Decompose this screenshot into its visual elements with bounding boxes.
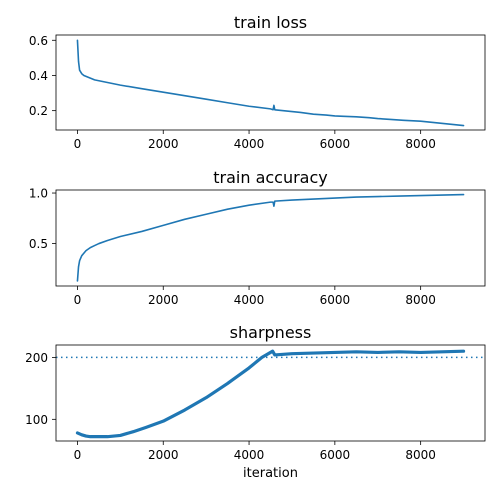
series-line-sharpness bbox=[75, 349, 466, 439]
panel-sharpness: sharpness 0 2000 4000 6000 8000 100 200 iteratio… bbox=[25, 323, 486, 481]
y-tick-label: 0.5 bbox=[29, 237, 48, 251]
panel-train-loss: train loss 0 2000 4000 6000 8000 0.2 0.4 0.6 bbox=[29, 13, 486, 151]
x-tick-label: 2000 bbox=[148, 137, 179, 151]
series-line-train-accuracy bbox=[76, 193, 465, 282]
x-axis-label: iteration bbox=[243, 466, 298, 481]
x-tick-label: 2000 bbox=[148, 293, 179, 307]
chart-title: train loss bbox=[234, 13, 307, 32]
x-tick-label: 0 bbox=[74, 448, 82, 462]
x-tick-label: 8000 bbox=[405, 448, 436, 462]
plot-frame bbox=[55, 34, 486, 131]
x-tick-label: 6000 bbox=[320, 448, 351, 462]
x-tick-label: 8000 bbox=[405, 293, 436, 307]
plot-frame bbox=[55, 344, 486, 442]
y-tick-label: 1.0 bbox=[29, 187, 48, 201]
x-tick-label: 4000 bbox=[234, 448, 265, 462]
x-tick-label: 0 bbox=[74, 293, 82, 307]
x-tick-label: 4000 bbox=[234, 137, 265, 151]
series-line-train-loss bbox=[76, 39, 465, 127]
y-tick-label: 0.4 bbox=[29, 69, 48, 83]
plot-frame bbox=[55, 189, 486, 287]
x-tick-label: 4000 bbox=[234, 293, 265, 307]
y-tick-label: 0.2 bbox=[29, 104, 48, 118]
y-tick-label: 0.6 bbox=[29, 34, 48, 48]
chart-title: sharpness bbox=[230, 323, 312, 342]
chart-title: train accuracy bbox=[213, 168, 328, 187]
x-tick-label: 0 bbox=[74, 137, 82, 151]
x-tick-label: 2000 bbox=[148, 448, 179, 462]
x-tick-label: 8000 bbox=[405, 137, 436, 151]
x-tick-label: 6000 bbox=[320, 293, 351, 307]
y-tick-label: 200 bbox=[25, 351, 48, 365]
x-tick-label: 6000 bbox=[320, 137, 351, 151]
y-tick-label: 100 bbox=[25, 413, 48, 427]
panel-train-accuracy: train accuracy 0 2000 4000 6000 8000 0.5 1.0 bbox=[29, 168, 486, 307]
